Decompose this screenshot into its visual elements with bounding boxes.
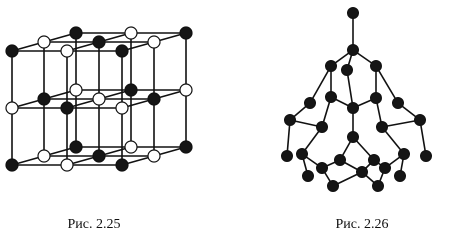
cl-ion <box>124 140 138 154</box>
carbon-atom <box>414 114 426 126</box>
na-ion <box>37 92 51 106</box>
na-ion <box>5 44 19 58</box>
carbon-atom <box>420 150 432 162</box>
na-ion <box>179 140 193 154</box>
carbon-atom <box>347 44 359 56</box>
cl-ion <box>124 26 138 40</box>
cl-ion <box>147 149 161 163</box>
carbon-atom <box>372 180 384 192</box>
carbon-atom <box>284 114 296 126</box>
carbon-atom <box>296 148 308 160</box>
carbon-atom <box>281 150 293 162</box>
na-ion <box>60 101 74 115</box>
na-ion <box>5 158 19 172</box>
carbon-atom <box>347 102 359 114</box>
na-ion <box>124 83 138 97</box>
carbon-atom <box>392 97 404 109</box>
carbon-atom <box>376 121 388 133</box>
na-ion <box>92 149 106 163</box>
nacl-lattice <box>5 26 193 172</box>
bond <box>419 119 427 157</box>
cl-ion <box>115 101 129 115</box>
cl-ion <box>147 35 161 49</box>
na-ion <box>115 44 129 58</box>
carbon-atom <box>304 97 316 109</box>
carbon-atom <box>394 170 406 182</box>
carbon-atom <box>302 170 314 182</box>
caption: Рис. 2.26 <box>336 217 389 232</box>
carbon-atom <box>370 60 382 72</box>
cl-ion <box>60 158 74 172</box>
na-ion <box>69 26 83 40</box>
carbon-atom <box>356 166 368 178</box>
carbon-atom <box>334 154 346 166</box>
caption: Рис. 2.25 <box>68 217 121 232</box>
diamond-lattice <box>281 7 432 192</box>
carbon-atom <box>398 148 410 160</box>
carbon-atom <box>379 162 391 174</box>
bond <box>286 119 291 157</box>
na-ion <box>179 26 193 40</box>
cl-ion <box>37 35 51 49</box>
bond <box>381 119 421 128</box>
na-ion <box>147 92 161 106</box>
na-ion <box>92 35 106 49</box>
cl-ion <box>69 83 83 97</box>
carbon-atom <box>347 131 359 143</box>
na-ion <box>69 140 83 154</box>
carbon-atom <box>370 92 382 104</box>
cl-ion <box>37 149 51 163</box>
carbon-atom <box>347 7 359 19</box>
carbon-atom <box>316 162 328 174</box>
bond <box>346 69 354 109</box>
cl-ion <box>5 101 19 115</box>
carbon-atom <box>327 180 339 192</box>
carbon-atom <box>316 121 328 133</box>
bond <box>309 65 332 104</box>
carbon-atom <box>341 64 353 76</box>
carbon-atom <box>368 154 380 166</box>
na-ion <box>115 158 129 172</box>
bond <box>375 65 399 104</box>
carbon-atom <box>325 60 337 72</box>
cl-ion <box>179 83 193 97</box>
cl-ion <box>60 44 74 58</box>
carbon-atom <box>325 91 337 103</box>
cl-ion <box>92 92 106 106</box>
